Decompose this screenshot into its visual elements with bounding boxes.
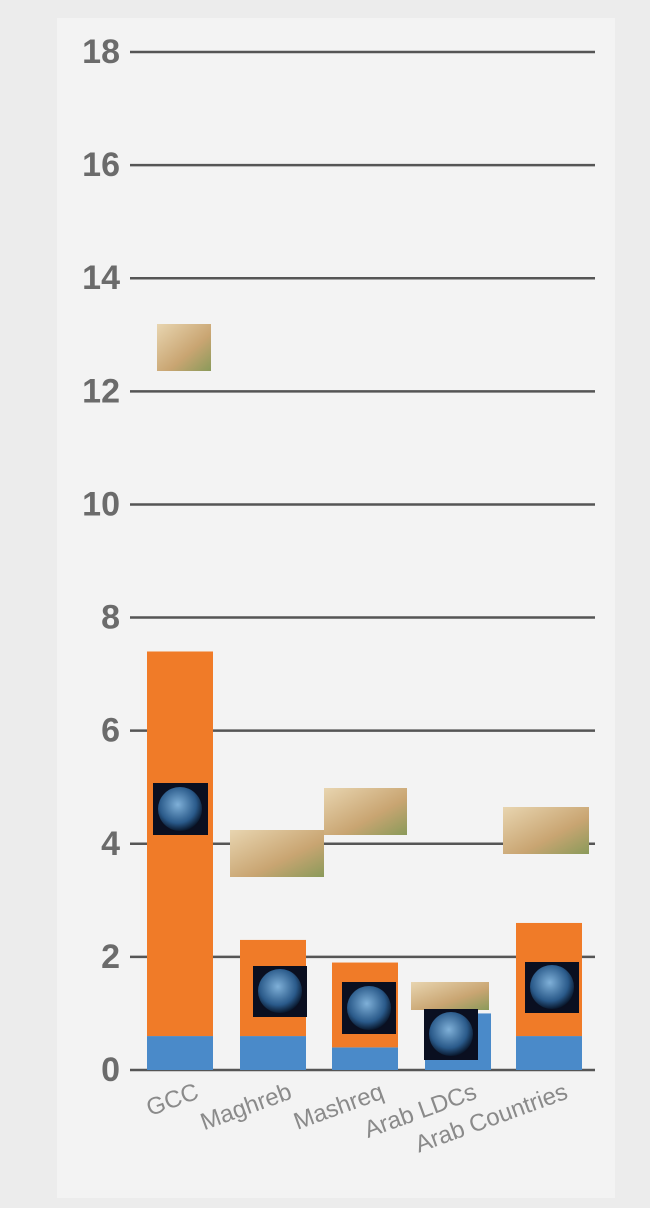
y-tick-label: 18 — [82, 33, 120, 71]
decorative-icons — [153, 324, 589, 1060]
y-tick-label: 4 — [101, 825, 120, 863]
map-icon — [503, 807, 589, 854]
y-tick-label: 2 — [101, 938, 120, 976]
globe-icon — [158, 787, 202, 831]
globe-icon — [530, 965, 574, 1009]
y-tick-label: 6 — [101, 712, 120, 750]
y-tick-label: 10 — [82, 485, 120, 523]
bar-segment — [147, 1036, 213, 1070]
map-icon — [157, 324, 211, 371]
y-tick-label: 12 — [82, 372, 120, 410]
globe-icon — [347, 986, 391, 1030]
globe-icon — [258, 969, 302, 1013]
bar-segment — [332, 1047, 398, 1070]
bar-segment — [240, 1036, 306, 1070]
map-icon — [411, 982, 489, 1010]
globe-icon — [429, 1012, 473, 1056]
bar-segment — [147, 651, 213, 1037]
y-tick-label: 14 — [82, 259, 120, 297]
y-tick-label: 16 — [82, 146, 120, 184]
y-tick-label: 8 — [101, 599, 120, 637]
y-tick-label: 0 — [101, 1051, 120, 1089]
map-icon — [324, 788, 407, 835]
map-icon — [230, 830, 324, 877]
bar-segment — [516, 1036, 582, 1070]
